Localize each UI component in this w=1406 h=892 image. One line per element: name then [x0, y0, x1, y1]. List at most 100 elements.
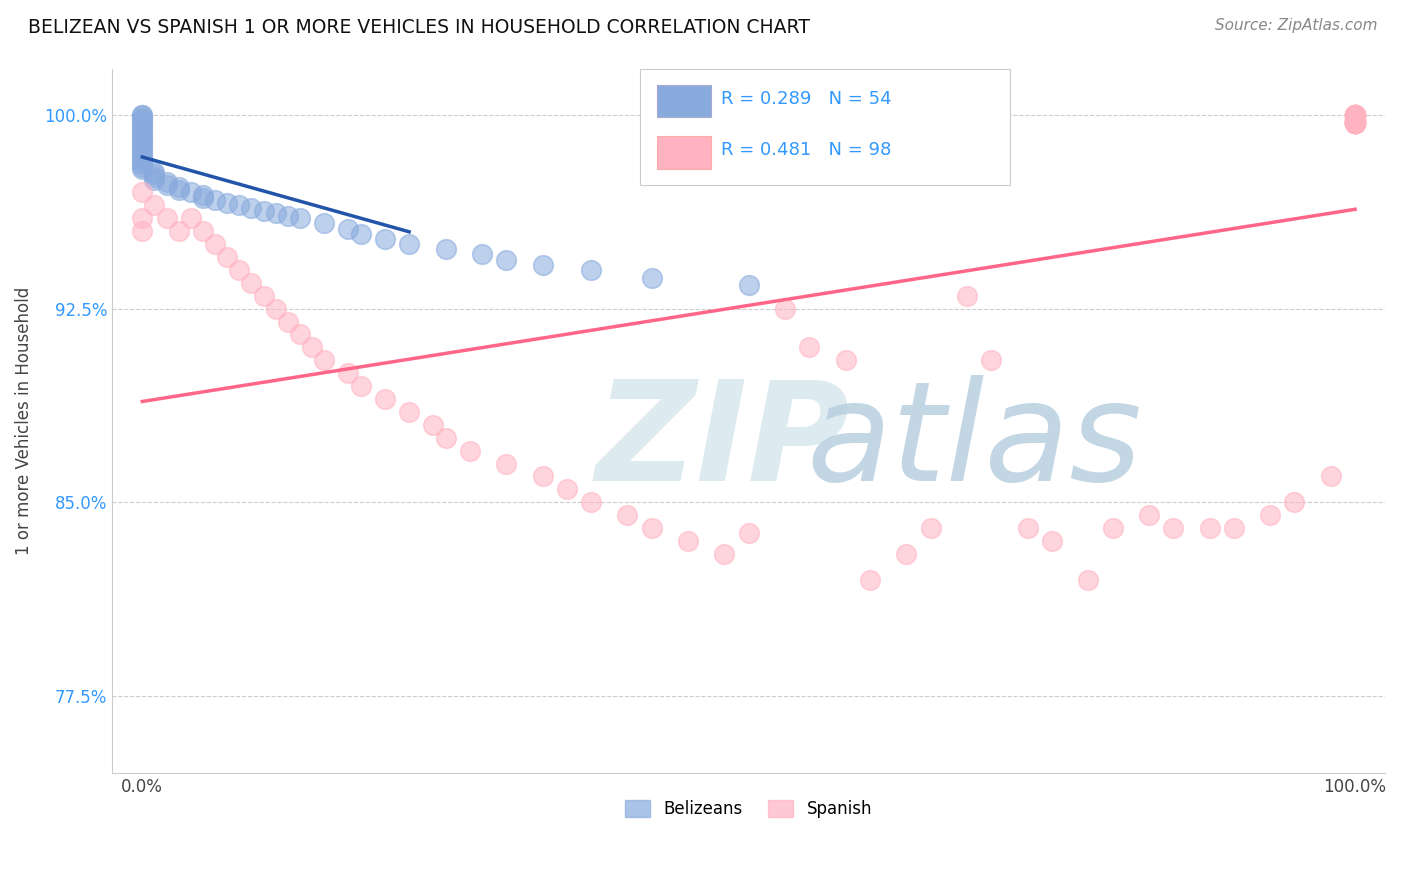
FancyBboxPatch shape: [657, 85, 710, 117]
Point: [1344, 116, 1367, 130]
Point: [1344, 108, 1367, 122]
Point: [1344, 116, 1367, 130]
Point: [1344, 116, 1367, 130]
Point: [191, 224, 214, 238]
Point: [1344, 108, 1367, 122]
Point: [131, 116, 153, 130]
Point: [131, 149, 153, 163]
Point: [1344, 108, 1367, 122]
Point: [155, 211, 177, 226]
Point: [131, 126, 153, 140]
Point: [859, 573, 882, 587]
Point: [495, 457, 517, 471]
Point: [131, 142, 153, 156]
Point: [131, 131, 153, 145]
Point: [131, 113, 153, 128]
Point: [1258, 508, 1281, 523]
Point: [896, 547, 918, 561]
Point: [131, 108, 153, 122]
Point: [1344, 116, 1367, 130]
Point: [1344, 116, 1367, 130]
Point: [434, 431, 457, 445]
Point: [1344, 108, 1367, 122]
Point: [676, 534, 699, 549]
Point: [1344, 108, 1367, 122]
Point: [131, 186, 153, 200]
Point: [1161, 521, 1184, 535]
Point: [920, 521, 942, 535]
Point: [288, 211, 311, 226]
FancyBboxPatch shape: [641, 69, 1010, 185]
Point: [131, 211, 153, 226]
Point: [131, 108, 153, 122]
Point: [1344, 116, 1367, 130]
Point: [1344, 113, 1367, 128]
Point: [531, 469, 554, 483]
Point: [337, 221, 360, 235]
Point: [1344, 111, 1367, 125]
Point: [131, 152, 153, 166]
Point: [131, 154, 153, 169]
Point: [1344, 108, 1367, 122]
Point: [1344, 116, 1367, 130]
Point: [422, 417, 444, 432]
Point: [1344, 116, 1367, 130]
Point: [131, 146, 153, 161]
Point: [143, 172, 166, 186]
Point: [1344, 113, 1367, 128]
Point: [191, 191, 214, 205]
Point: [143, 165, 166, 179]
Point: [180, 186, 202, 200]
Point: [277, 314, 299, 328]
Text: R = 0.481   N = 98: R = 0.481 N = 98: [721, 141, 891, 159]
Legend: Belizeans, Spanish: Belizeans, Spanish: [619, 794, 879, 825]
Point: [252, 289, 274, 303]
Point: [167, 224, 190, 238]
Point: [131, 111, 153, 125]
Point: [1344, 108, 1367, 122]
Point: [1344, 116, 1367, 130]
Point: [555, 483, 578, 497]
Point: [167, 183, 190, 197]
Point: [217, 250, 239, 264]
Point: [398, 237, 420, 252]
Point: [1344, 116, 1367, 130]
Point: [1344, 116, 1367, 130]
Point: [1344, 108, 1367, 122]
Point: [155, 175, 177, 189]
Point: [738, 526, 761, 541]
Point: [314, 353, 336, 368]
Text: atlas: atlas: [806, 375, 1142, 509]
Point: [155, 178, 177, 192]
Point: [579, 495, 602, 509]
Point: [1101, 521, 1123, 535]
Point: [131, 160, 153, 174]
Point: [641, 521, 664, 535]
Point: [374, 392, 396, 406]
Point: [1344, 113, 1367, 128]
Point: [1344, 116, 1367, 130]
Point: [374, 232, 396, 246]
Point: [301, 340, 323, 354]
Point: [240, 276, 263, 290]
Point: [1344, 108, 1367, 122]
Point: [835, 353, 858, 368]
Y-axis label: 1 or more Vehicles in Household: 1 or more Vehicles in Household: [15, 287, 32, 555]
Point: [1344, 116, 1367, 130]
Text: BELIZEAN VS SPANISH 1 OR MORE VEHICLES IN HOUSEHOLD CORRELATION CHART: BELIZEAN VS SPANISH 1 OR MORE VEHICLES I…: [28, 18, 810, 37]
Point: [252, 203, 274, 218]
Point: [1344, 116, 1367, 130]
Point: [458, 443, 481, 458]
Point: [1344, 113, 1367, 128]
Point: [264, 206, 287, 220]
Point: [131, 134, 153, 148]
Point: [1344, 108, 1367, 122]
Point: [1077, 573, 1099, 587]
Point: [1344, 108, 1367, 122]
Point: [217, 195, 239, 210]
Point: [434, 242, 457, 256]
Point: [1344, 113, 1367, 128]
Point: [349, 227, 371, 241]
Point: [1344, 108, 1367, 122]
Point: [143, 169, 166, 184]
